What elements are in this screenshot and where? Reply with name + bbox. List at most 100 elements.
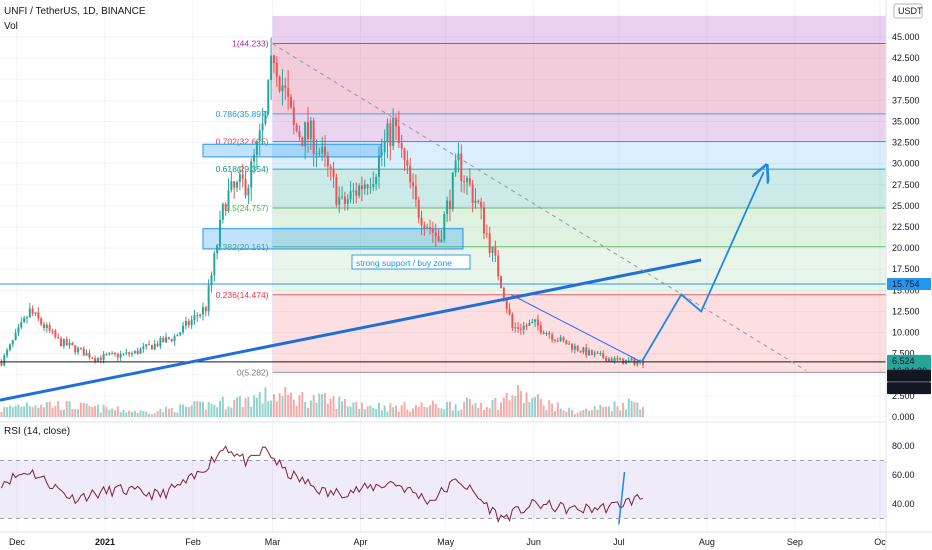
fib-zone — [272, 294, 886, 373]
volume-bar — [179, 404, 182, 417]
volume-bar — [267, 401, 270, 417]
fib-zone — [272, 207, 886, 247]
volume-bar — [230, 407, 233, 417]
volume-bar — [588, 410, 591, 417]
volume-bar — [295, 405, 298, 417]
candle-body — [497, 255, 500, 277]
volume-bar — [375, 409, 378, 417]
volume-bar — [633, 402, 636, 417]
candle-body — [406, 160, 409, 166]
candle-body — [386, 123, 389, 142]
candle-body — [88, 352, 91, 358]
volume-bar — [34, 405, 37, 417]
candle-body — [82, 348, 85, 356]
volume-bar — [377, 402, 380, 417]
time-axis[interactable]: Dec 2021 Feb Mar Apr May Jun Jul Aug Sep Oc — [9, 537, 886, 547]
volume-bar — [556, 402, 559, 417]
volume-bar — [54, 406, 57, 417]
volume-bar — [51, 407, 54, 417]
volume-bar — [448, 401, 451, 417]
candle-body — [417, 199, 420, 218]
volume-bar — [511, 395, 514, 417]
volume-bar — [551, 403, 554, 417]
candle-body — [312, 120, 315, 154]
volume-bar — [247, 396, 250, 417]
volume-bar — [184, 406, 187, 417]
candle-body — [74, 345, 77, 353]
candle-body — [51, 330, 54, 332]
candle-body — [136, 350, 139, 354]
price-tick-label: 25.000 — [892, 201, 920, 211]
volume-bar — [519, 391, 522, 417]
volume-bar — [446, 401, 449, 417]
volume-bar — [25, 402, 28, 417]
rsi-label[interactable]: RSI (14, close) — [4, 426, 70, 437]
volume-bar — [349, 406, 352, 417]
volume-bar — [199, 401, 202, 417]
trendline-wedge — [510, 294, 642, 363]
candle-body — [355, 190, 358, 196]
candle-body — [494, 246, 497, 256]
volume-bar — [153, 413, 156, 417]
candle-body — [389, 123, 392, 146]
buy-zone-annotation[interactable]: strong support / buy zone — [351, 254, 471, 270]
volume-bar — [431, 400, 434, 417]
volume-bar — [156, 411, 159, 417]
volume-bar — [346, 406, 349, 417]
volume-bar — [105, 407, 108, 417]
volume-bar — [301, 391, 304, 417]
volume-bar — [253, 395, 256, 417]
volume-bar — [343, 398, 346, 417]
volume-bar — [539, 398, 542, 417]
currency-label: USDT — [898, 6, 923, 16]
volume-bar — [483, 409, 485, 417]
candle-body — [62, 339, 65, 347]
volume-bar — [28, 405, 31, 417]
candle-body — [139, 349, 142, 354]
rsi-axis[interactable]: 80.00 60.00 40.00 — [892, 441, 915, 509]
candle-body — [131, 353, 133, 355]
candle-body — [272, 55, 275, 63]
candle-body — [434, 232, 437, 237]
candle-body — [85, 352, 88, 356]
symbol-title[interactable]: UNFI / TetherUS, 1D, BINANCE — [4, 6, 146, 17]
candle-body — [431, 228, 434, 233]
candle-body — [420, 217, 423, 226]
candle-body — [224, 203, 227, 211]
volume-bar — [122, 409, 125, 417]
candle-body — [641, 360, 644, 365]
volume-bar — [145, 411, 148, 417]
candle-body — [199, 314, 202, 317]
candle-body — [454, 160, 457, 173]
rsi-pane — [0, 445, 886, 525]
volume-bar — [304, 401, 307, 417]
fib-zone — [272, 43, 886, 114]
time-tick-label: Jul — [613, 537, 625, 547]
volume-bar — [96, 404, 99, 417]
fib-zone — [272, 141, 886, 170]
volume-bar — [255, 397, 258, 417]
candle-body — [43, 324, 45, 329]
support-box — [202, 228, 464, 250]
volume-bar — [139, 410, 142, 417]
volume-bar — [502, 397, 505, 417]
volume-bar — [99, 412, 102, 417]
candle-body — [480, 201, 483, 208]
fib-level-label: 0.5(24.757) — [225, 203, 269, 213]
volume-bar — [434, 403, 437, 417]
volume-bar — [68, 401, 71, 417]
candle-body — [156, 343, 159, 347]
candle-body — [111, 353, 114, 355]
candle-body — [375, 176, 378, 184]
volume-bar — [170, 407, 173, 417]
volume-bar — [534, 397, 537, 417]
volume-bar — [528, 402, 531, 417]
volume-label[interactable]: Vol — [4, 21, 18, 32]
candle-body — [227, 190, 230, 211]
fib-level-label: 0.618(29.354) — [216, 164, 269, 174]
currency-selector[interactable]: USDT — [893, 3, 923, 19]
candle-body — [372, 183, 375, 188]
volume-bar — [45, 402, 48, 417]
